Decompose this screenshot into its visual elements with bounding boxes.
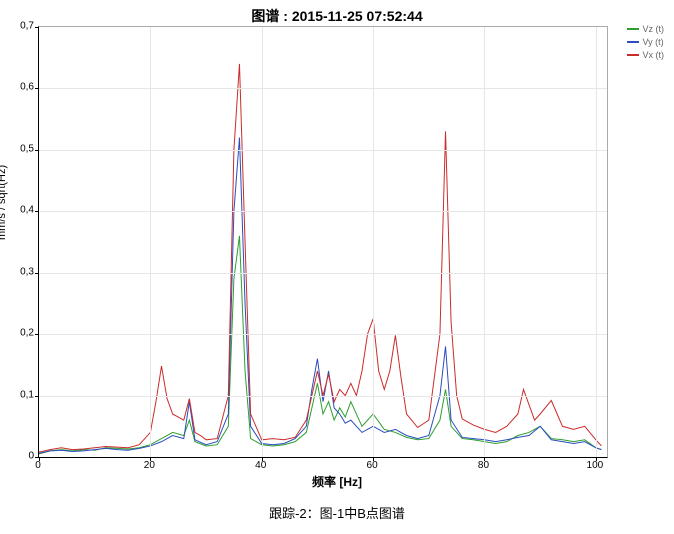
legend-swatch: [627, 41, 639, 43]
chart-title: 图谱 : 2015-11-25 07:52:44: [0, 6, 674, 26]
y-tick-label: 0,6: [4, 82, 34, 93]
x-tick-label: 20: [144, 460, 155, 471]
y-tick-label: 0,1: [4, 389, 34, 400]
legend-item: Vx (t): [627, 50, 665, 60]
legend: Vz (t) Vy (t) Vx (t): [627, 24, 665, 63]
series-line: [39, 138, 601, 454]
legend-item: Vy (t): [627, 37, 665, 47]
legend-label: Vz (t): [643, 24, 665, 34]
legend-swatch: [627, 28, 639, 30]
y-tick-label: 0,3: [4, 266, 34, 277]
series-line: [39, 64, 601, 452]
y-tick-label: 0,2: [4, 328, 34, 339]
x-tick-label: 40: [255, 460, 266, 471]
y-tick-label: 0,5: [4, 143, 34, 154]
chart-svg: [39, 27, 607, 457]
y-tick-label: 0,7: [4, 21, 34, 32]
x-tick-label: 100: [587, 460, 604, 471]
x-tick-label: 0: [35, 460, 41, 471]
series-line: [39, 236, 601, 454]
legend-swatch: [627, 54, 639, 56]
y-tick-label: 0,4: [4, 205, 34, 216]
plot-area: [38, 26, 608, 458]
x-tick-label: 60: [367, 460, 378, 471]
chart-container: 图谱 : 2015-11-25 07:52:44 Vz (t) Vy (t) Vx …: [0, 0, 674, 534]
y-axis-label: mm/s / sqrt(Hz): [0, 165, 8, 240]
legend-label: Vy (t): [643, 37, 664, 47]
y-tick-label: 0: [4, 451, 34, 462]
legend-label: Vx (t): [643, 50, 665, 60]
legend-item: Vz (t): [627, 24, 665, 34]
x-tick-label: 80: [478, 460, 489, 471]
chart-caption: 跟踪-2：图-1中B点图谱: [0, 503, 674, 522]
x-axis-label: 频率 [Hz]: [0, 473, 674, 490]
